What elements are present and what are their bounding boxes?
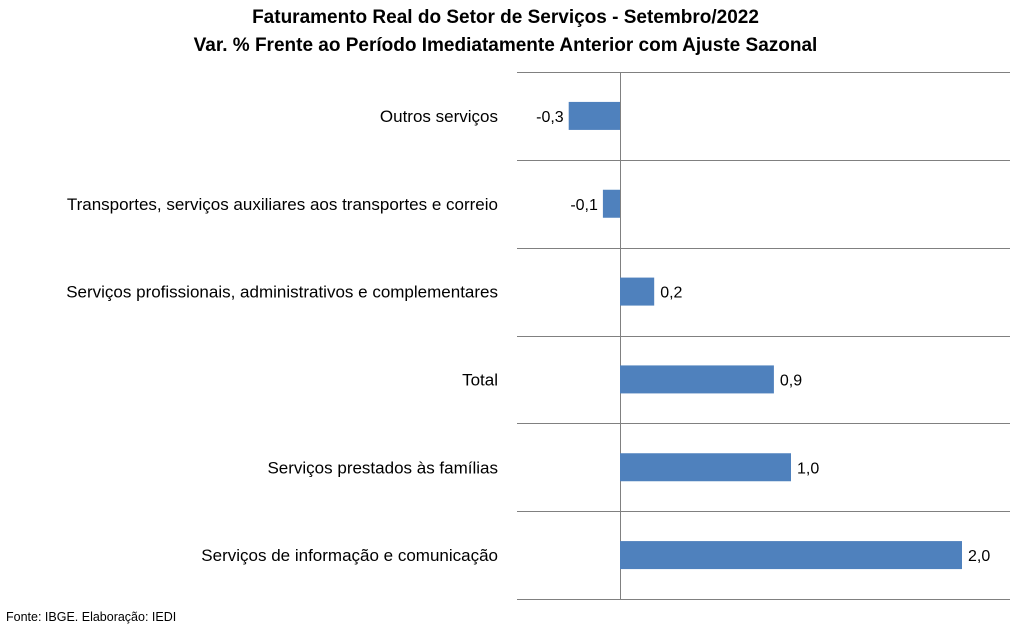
category-label: Serviços prestados às famílias bbox=[267, 458, 498, 477]
data-label: 1,0 bbox=[797, 460, 819, 477]
bar bbox=[602, 189, 620, 218]
data-label: -0,3 bbox=[536, 109, 564, 126]
category-label: Total bbox=[462, 370, 498, 389]
chart-title: Faturamento Real do Setor de Serviços - … bbox=[252, 7, 759, 28]
data-label: 0,9 bbox=[780, 372, 802, 389]
category-label: Serviços de informação e comunicação bbox=[201, 546, 498, 565]
chart-subtitle: Var. % Frente ao Período Imediatamente A… bbox=[193, 35, 818, 56]
bar bbox=[620, 541, 962, 570]
source-note: Fonte: IBGE. Elaboração: IEDI bbox=[6, 610, 177, 624]
bar bbox=[620, 365, 774, 394]
bar bbox=[620, 277, 655, 306]
data-label: 0,2 bbox=[660, 285, 682, 302]
bar bbox=[620, 453, 791, 482]
data-label: 2,0 bbox=[968, 548, 990, 565]
data-label: -0,1 bbox=[570, 197, 598, 214]
bar bbox=[568, 101, 620, 130]
category-label: Outros serviços bbox=[380, 107, 498, 126]
category-label: Serviços profissionais, administrativos … bbox=[66, 283, 498, 302]
category-label: Transportes, serviços auxiliares aos tra… bbox=[67, 195, 498, 214]
